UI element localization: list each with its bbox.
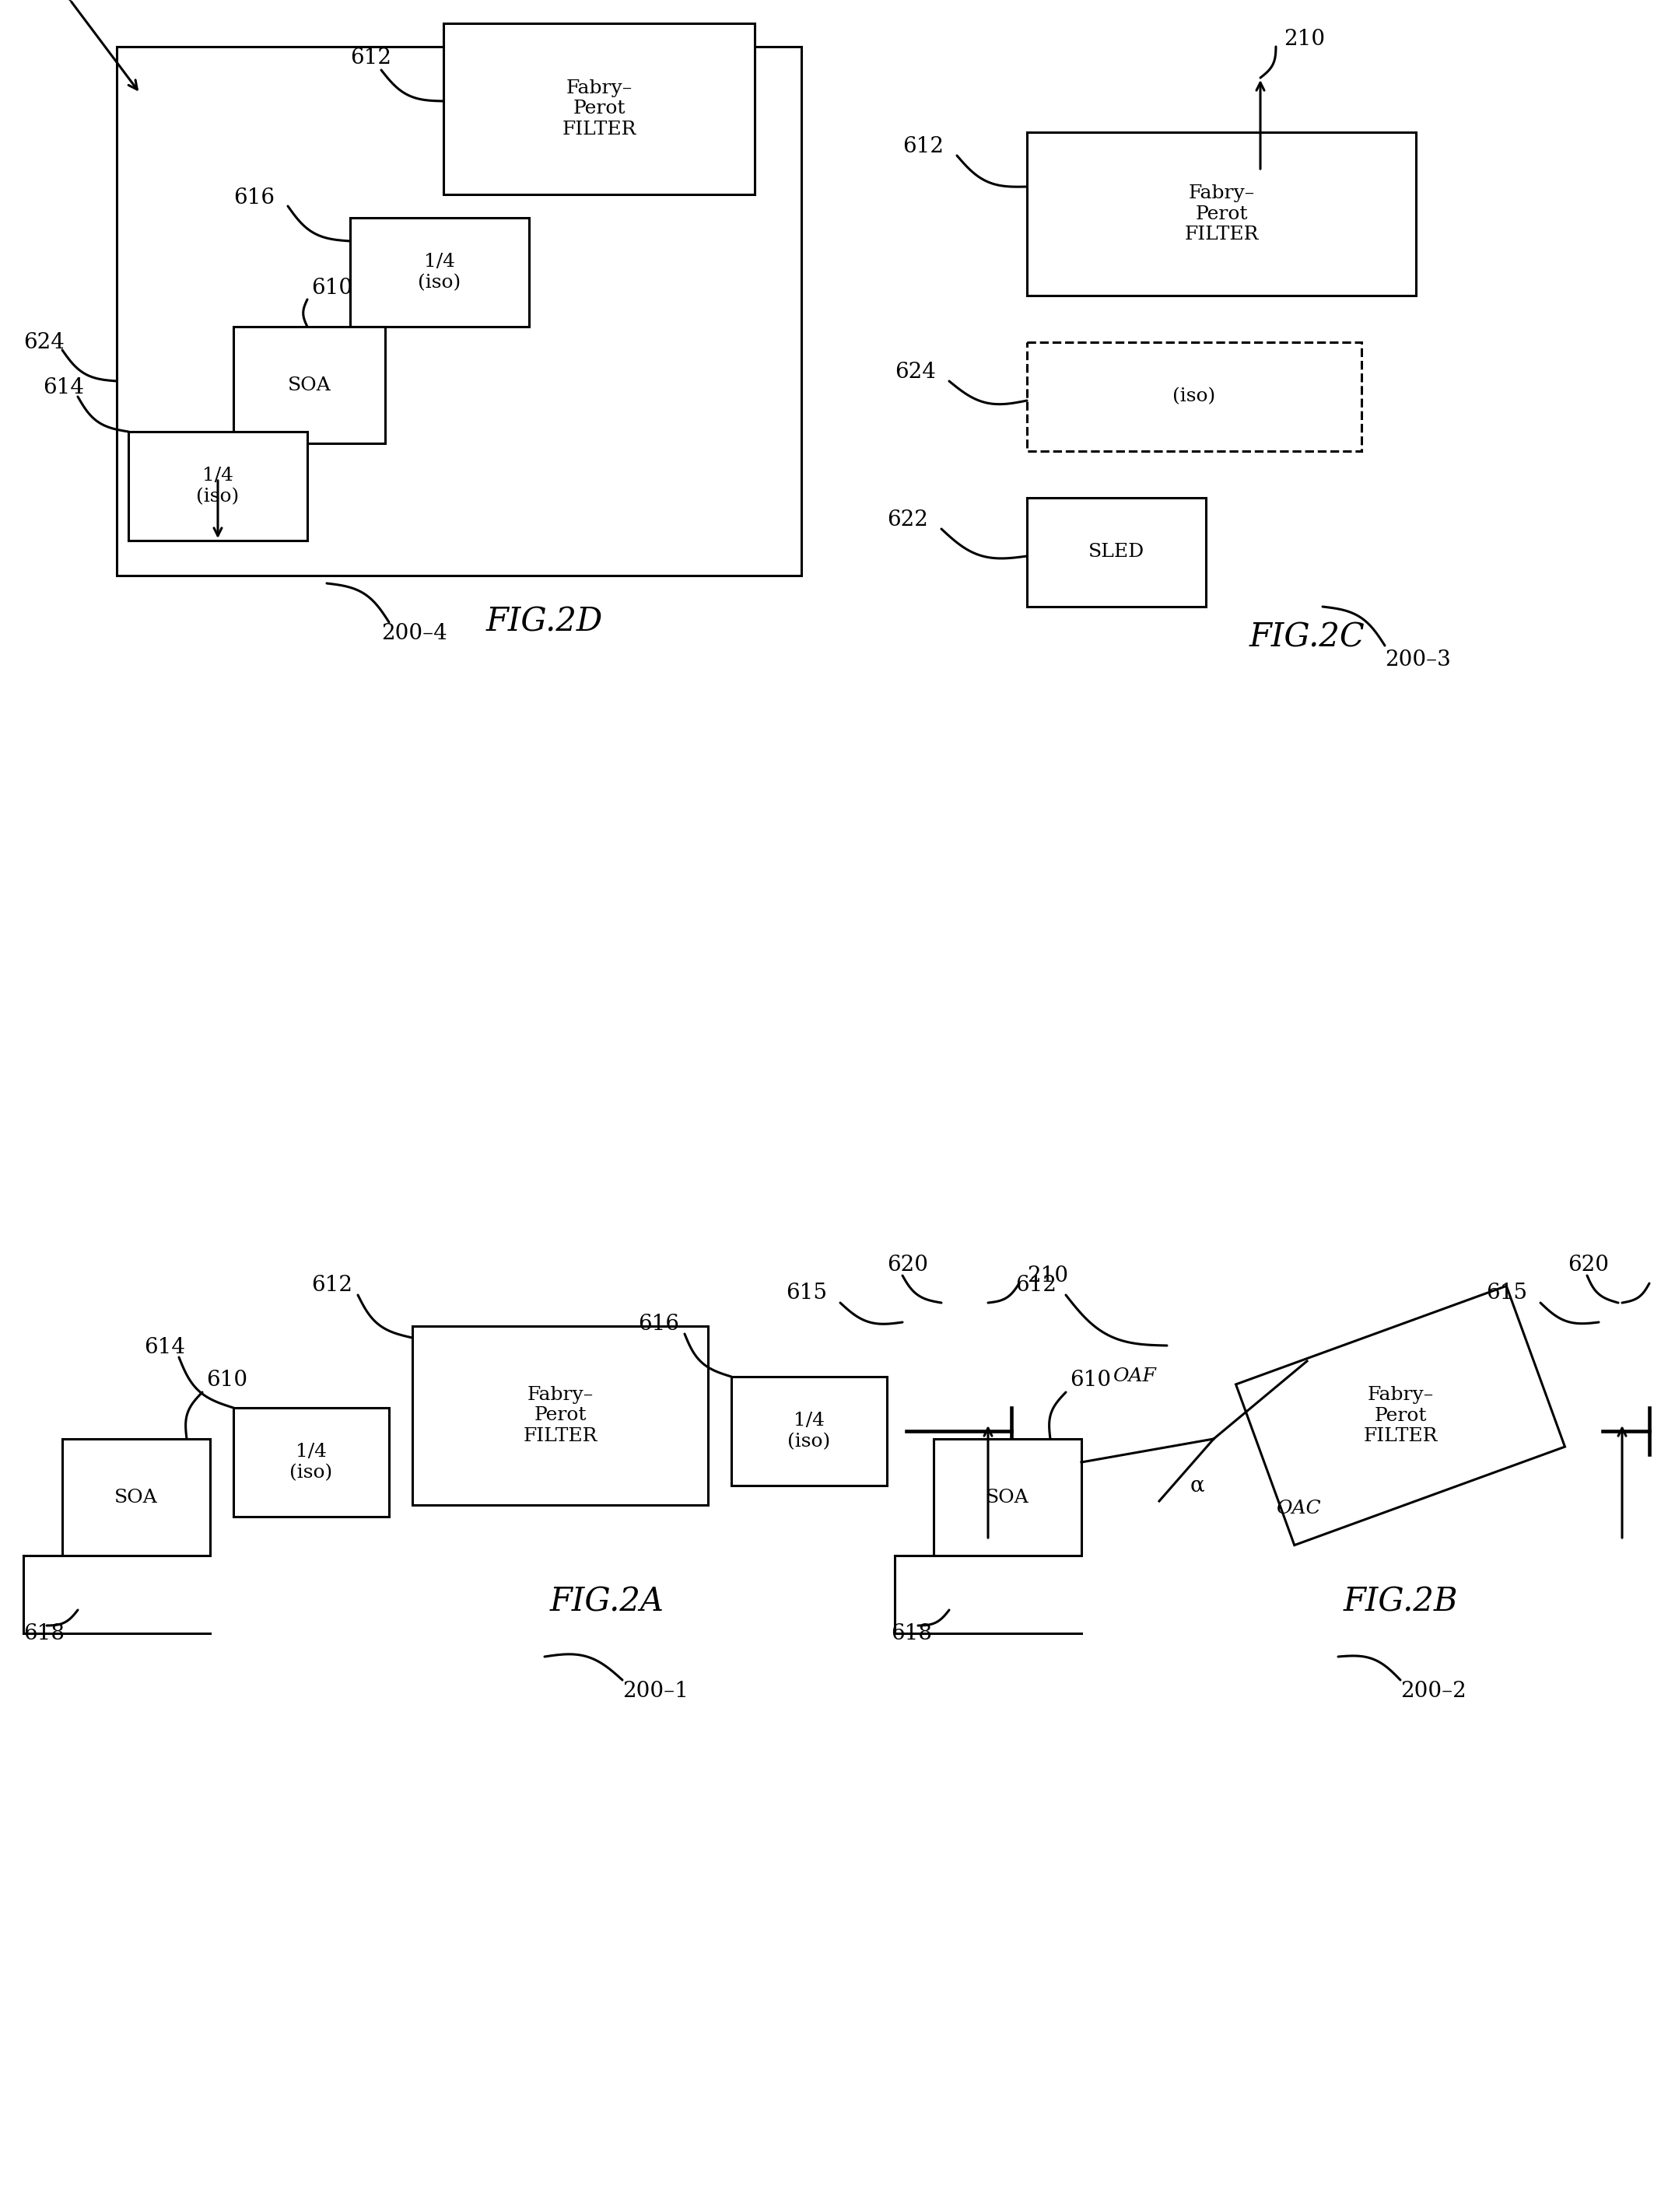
Text: FIG.2D: FIG.2D [486,606,604,639]
Text: Fabry–
Perot
FILTER: Fabry– Perot FILTER [523,1387,597,1444]
Text: OAC: OAC [1275,1500,1322,1517]
Text: Fabry–
Perot
FILTER: Fabry– Perot FILTER [1363,1387,1437,1444]
Bar [129,431,308,540]
Text: 610: 610 [1070,1369,1111,1391]
Text: 610: 610 [311,276,352,299]
Text: 1/4
(iso): 1/4 (iso) [418,252,461,292]
Bar [233,1407,389,1517]
Text: 200–3: 200–3 [1384,648,1451,670]
Text: 1/4
(iso): 1/4 (iso) [787,1411,830,1451]
Text: OAF: OAF [1113,1367,1156,1385]
Text: 612: 612 [903,135,944,157]
Text: 200–1: 200–1 [622,1681,688,1703]
Text: 614: 614 [43,376,84,398]
Text: 610: 610 [207,1369,248,1391]
Text: 624: 624 [895,361,936,383]
Text: 620: 620 [887,1254,928,1276]
Bar [443,24,754,195]
Text: 618: 618 [892,1624,931,1644]
Bar [63,1438,210,1555]
Text: 612: 612 [351,49,392,69]
Text: FIG.2B: FIG.2B [1343,1586,1457,1619]
Text: SOA: SOA [288,376,331,394]
Text: FIG.2A: FIG.2A [549,1586,663,1619]
Text: 210: 210 [1027,1265,1068,1285]
Text: 612: 612 [311,1274,352,1296]
Bar [1027,498,1206,606]
Text: 624: 624 [23,332,65,352]
Text: 615: 615 [786,1283,827,1303]
Text: 200–2: 200–2 [1401,1681,1467,1703]
Text: 618: 618 [23,1624,65,1644]
Text: (iso): (iso) [1173,387,1216,405]
Text: 615: 615 [1485,1283,1527,1303]
Text: SLED: SLED [1088,544,1145,562]
Bar [933,1438,1082,1555]
Text: Fabry–
Perot
FILTER: Fabry– Perot FILTER [1184,184,1259,243]
Text: FIG.2C: FIG.2C [1249,622,1365,655]
Bar [233,327,385,442]
Bar [412,1327,708,1504]
Bar [1027,133,1416,296]
Text: 620: 620 [1568,1254,1609,1276]
Bar [1027,343,1361,451]
Text: SOA: SOA [986,1489,1029,1506]
Text: α: α [1191,1475,1204,1495]
Bar [351,217,529,327]
Bar [731,1376,887,1486]
Text: 1/4
(iso): 1/4 (iso) [289,1442,332,1482]
Text: 1/4
(iso): 1/4 (iso) [197,467,240,504]
Text: 616: 616 [233,188,275,208]
Bar [117,46,801,575]
Text: 612: 612 [1016,1274,1057,1296]
Text: 616: 616 [638,1314,680,1334]
Text: 200–4: 200–4 [380,624,447,644]
Text: 614: 614 [144,1336,185,1358]
Text: 210: 210 [1284,29,1325,49]
Text: Fabry–
Perot
FILTER: Fabry– Perot FILTER [562,80,637,139]
Text: SOA: SOA [114,1489,157,1506]
Bar [1236,1285,1565,1546]
Text: 622: 622 [887,509,928,531]
